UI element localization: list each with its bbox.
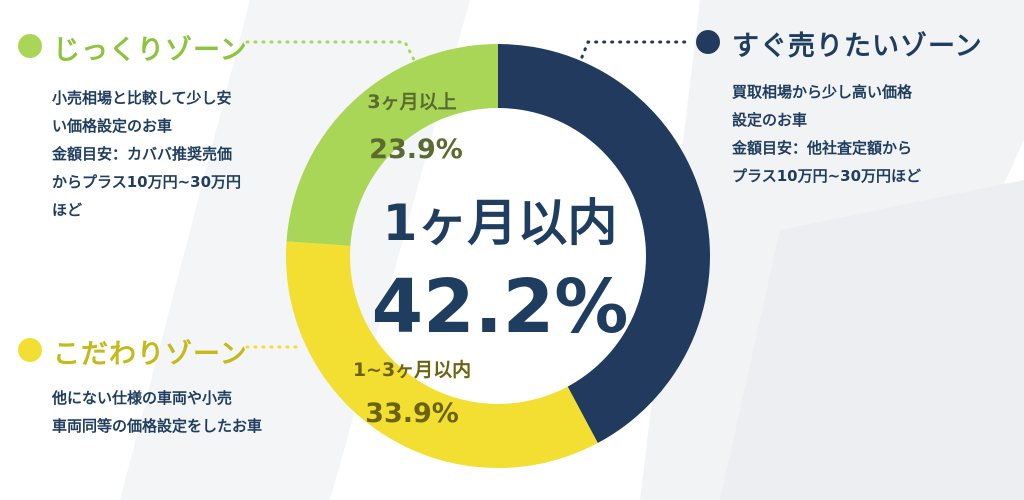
slice-label-value-3months-plus: 23.9%	[369, 134, 463, 165]
zone-title-quick: すぐ売りたいゾーン	[732, 31, 983, 62]
donut-slice-0	[498, 44, 710, 444]
zone-desc-slow: 小売相場と比較して少し安 い価格設定のお車 金額目安：カババ推奨売価 からプラス…	[52, 89, 242, 219]
leader-line-quick	[574, 40, 687, 74]
zone-title-slow: じっくりゾーン	[53, 35, 248, 66]
donut-slice-2	[286, 44, 498, 246]
center-label-value: 42.2%	[372, 264, 629, 350]
zone-desc-quick: 買取相場から少し高い価格 設定のお車 金額目安：他社査定額から プラス10万円~…	[732, 83, 922, 185]
slice-label-name-1to3months: 1~3ヶ月以内	[353, 358, 471, 381]
center-label-category: 1ヶ月以内	[383, 194, 618, 252]
zone-desc-picky: 他にない仕様の車両や小売 車両同等の価格設定をしたお車	[52, 389, 263, 435]
donut-slice-1	[285, 241, 598, 469]
lime-dot-icon	[18, 34, 42, 58]
slice-label-value-1to3months: 33.9%	[365, 398, 459, 429]
navy-dot-icon	[696, 30, 720, 54]
zone-title-picky: こだわりゾーン	[53, 339, 248, 370]
yellow-dot-icon	[18, 338, 42, 362]
slice-label-name-3months-plus: 3ヶ月以上	[367, 91, 456, 113]
leader-line-picky	[245, 345, 303, 349]
